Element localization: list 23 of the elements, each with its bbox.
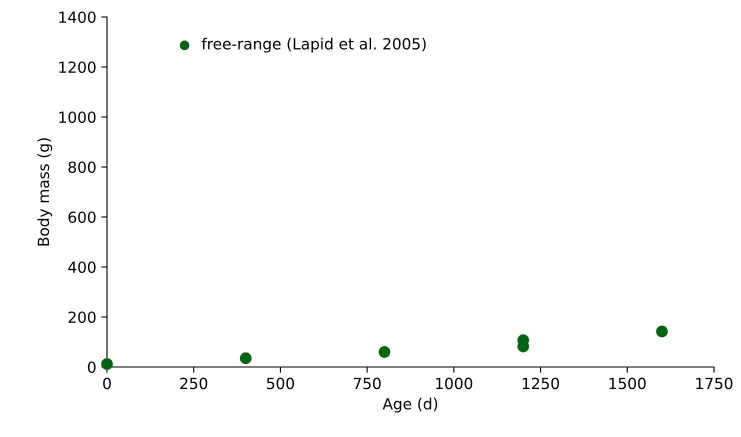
x-axis-title: Age (d) <box>382 398 438 413</box>
x-tick-label: 1000 <box>436 378 472 390</box>
point <box>101 358 113 370</box>
y-tick-label: 1400 <box>59 11 96 24</box>
point <box>240 352 252 364</box>
point <box>656 326 668 338</box>
y-tick-label: 1000 <box>59 111 96 124</box>
y-tick-label: 600 <box>68 211 96 224</box>
y-tick-label: 800 <box>68 161 96 174</box>
y-tick-label: 400 <box>68 261 96 274</box>
y-tick-label: 0 <box>88 361 96 374</box>
x-tick-label: 500 <box>267 378 294 390</box>
legend-label: free-range (Lapid et al. 2005) <box>202 38 426 53</box>
x-tick-label: 1750 <box>696 378 732 390</box>
x-tick-label: 1250 <box>522 378 559 390</box>
y-tick-label: 1200 <box>59 61 96 74</box>
x-tick-label: 0 <box>103 378 111 390</box>
y-tick-label: 200 <box>68 311 96 324</box>
y-axis-title: Body mass (g) <box>37 138 52 246</box>
point <box>378 346 390 358</box>
x-tick-label: 250 <box>180 378 208 390</box>
x-tick-label: 750 <box>354 378 381 390</box>
x-tick-label: 1500 <box>610 378 646 390</box>
